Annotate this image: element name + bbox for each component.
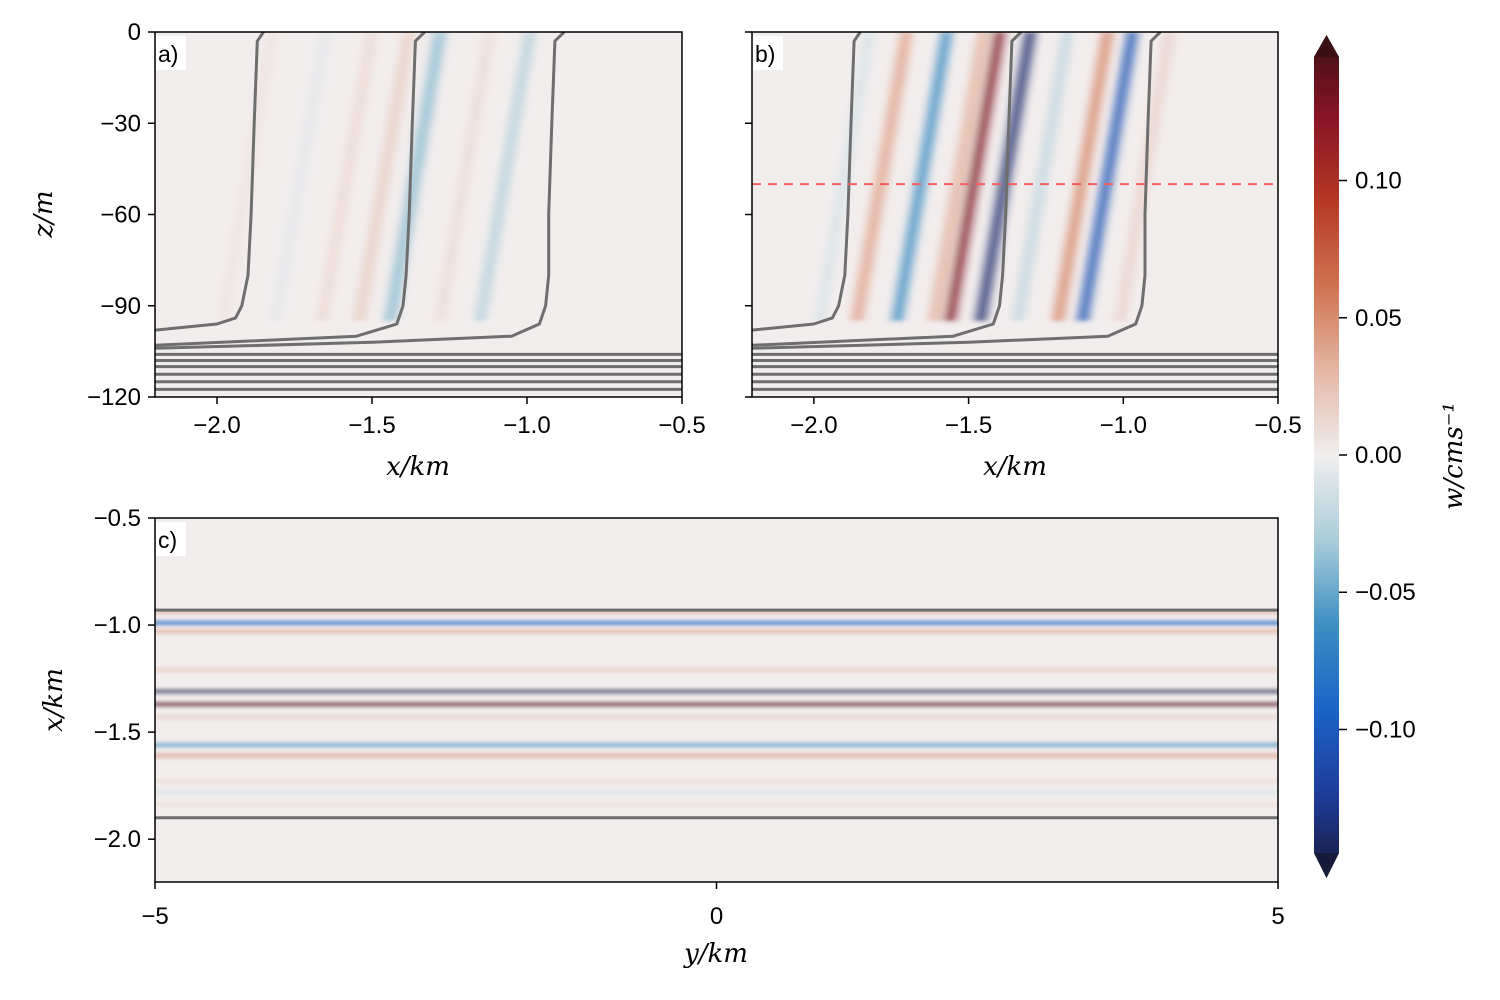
pa-bands — [218, 32, 535, 321]
panel-b-contours — [752, 32, 1278, 391]
pa-band-4 — [384, 32, 446, 321]
panel-c-ylabel: x/km — [39, 668, 69, 732]
panel-c-contours — [155, 608, 1278, 820]
pa-xtick-label-2: −1.0 — [503, 412, 550, 439]
panel-a-field — [155, 32, 682, 397]
panel-c-xlabel: y/km — [683, 939, 748, 969]
panel-c-label: c) — [158, 527, 177, 553]
pb-band-0 — [814, 32, 875, 321]
panel-b-field — [752, 32, 1278, 397]
colorbar-ticks: 0.10 0.05 0.00 −0.05 −0.10 — [1339, 168, 1416, 743]
pb-band-5 — [975, 32, 1036, 321]
panel-c: −5 0 5 −0.5 −1.0 −1.5 −2.0 c) y/km x/km — [39, 505, 1285, 969]
panel-c-field — [155, 518, 1278, 882]
pc-field-background — [155, 518, 1278, 882]
pc-xtick-label-1: 0 — [710, 903, 723, 930]
pc-ytick-label-3: −2.0 — [94, 826, 141, 853]
pc-band-1 — [155, 621, 1278, 625]
pc-band-2 — [155, 630, 1278, 633]
pa-ytick-label-2: −60 — [100, 202, 141, 229]
pb-contour-1 — [752, 32, 1023, 347]
pb-band-9 — [1115, 32, 1175, 321]
colorbar-max-extend — [1314, 35, 1339, 57]
pc-band-4 — [155, 690, 1278, 693]
panel-a-label: a) — [158, 41, 178, 67]
pa-band-0 — [218, 32, 278, 321]
pb-xtick-label-1: −1.5 — [945, 412, 992, 439]
colorbar-tick-label-4: −0.10 — [1355, 716, 1416, 743]
pb-band-7 — [1053, 32, 1113, 321]
pc-band-7 — [155, 743, 1278, 747]
pb-band-1 — [851, 32, 913, 321]
panel-a-ticks: −2.0 −1.5 −1.0 −0.5 0 −30 −60 −90 −120 — [87, 19, 706, 439]
pc-ytick-label-2: −1.5 — [94, 719, 141, 746]
panel-b-label-bg — [753, 36, 783, 70]
panel-a-xlabel: x/km — [386, 452, 450, 482]
pa-xtick-label-3: −0.5 — [658, 412, 705, 439]
pb-band-6 — [1012, 32, 1073, 321]
pc-band-5 — [155, 702, 1278, 706]
pa-band-6 — [475, 32, 535, 321]
pb-band-8 — [1077, 32, 1138, 321]
panel-a-label-bg — [156, 36, 186, 70]
colorbar-min-extend — [1314, 853, 1339, 878]
pc-bands — [155, 610, 1278, 807]
panel-b-ticks: −2.0 −1.5 −1.0 −0.5 — [745, 31, 1302, 439]
colorbar-label: w/cms⁻¹ — [1439, 402, 1469, 510]
pc-band-9 — [155, 779, 1278, 783]
pa-contour-1 — [155, 32, 426, 347]
panel-a-ylabel: z/m — [29, 190, 59, 238]
pb-band-2 — [892, 32, 952, 321]
pc-band-3 — [155, 668, 1278, 672]
pb-contour-2 — [752, 32, 1162, 350]
pb-xtick-label-2: −1.0 — [1100, 412, 1147, 439]
pa-ytick-label-4: −120 — [87, 384, 141, 411]
panel-a-contours — [155, 32, 682, 391]
pb-xtick-label-0: −2.0 — [790, 412, 837, 439]
pb-bands — [814, 32, 1175, 321]
pa-band-3 — [354, 32, 414, 321]
pc-band-8 — [155, 754, 1278, 758]
pc-xtick-label-2: 5 — [1271, 903, 1284, 930]
panel-b-label: b) — [755, 41, 775, 67]
pa-band-2 — [317, 32, 377, 321]
pc-band-11 — [155, 803, 1278, 807]
pa-contour-0 — [155, 32, 265, 332]
panel-b: −2.0 −1.5 −1.0 −0.5 b) x/km — [745, 31, 1302, 482]
pa-xtick-label-0: −2.0 — [193, 412, 240, 439]
pb-band-4 — [944, 32, 1005, 321]
panel-c-label-bg — [156, 522, 186, 556]
pb-xtick-label-3: −0.5 — [1254, 412, 1301, 439]
pa-contour-2 — [155, 32, 566, 350]
pc-band-0 — [155, 610, 1278, 614]
panel-c-ticks: −5 0 5 −0.5 −1.0 −1.5 −2.0 — [94, 505, 1285, 930]
pb-contour-0 — [752, 32, 862, 332]
pc-band-6 — [155, 715, 1278, 719]
pc-band-10 — [155, 790, 1278, 794]
colorbar-tick-label-1: 0.05 — [1355, 305, 1402, 332]
pa-band-5 — [435, 32, 495, 321]
pa-band-1 — [270, 32, 331, 321]
colorbar: 0.10 0.05 0.00 −0.05 −0.10 w/cms⁻¹ — [1314, 35, 1469, 878]
pa-ytick-label-3: −90 — [100, 293, 141, 320]
pc-xtick-label-0: −5 — [141, 903, 168, 930]
colorbar-gradient — [1314, 35, 1339, 878]
pc-ytick-label-1: −1.0 — [94, 612, 141, 639]
colorbar-tick-label-2: 0.00 — [1355, 442, 1402, 469]
pa-xtick-label-1: −1.5 — [348, 412, 395, 439]
panel-b-xlabel: x/km — [983, 452, 1047, 482]
colorbar-tick-label-0: 0.10 — [1355, 168, 1402, 195]
pa-ytick-label-1: −30 — [100, 110, 141, 137]
pc-ytick-label-0: −0.5 — [94, 505, 141, 532]
pa-ytick-label-0: 0 — [128, 19, 141, 46]
colorbar-tick-label-3: −0.05 — [1355, 579, 1416, 606]
pb-band-3 — [928, 32, 990, 321]
panel-a: −2.0 −1.5 −1.0 −0.5 0 −30 −60 −90 −120 a) x/km z… — [29, 19, 706, 482]
